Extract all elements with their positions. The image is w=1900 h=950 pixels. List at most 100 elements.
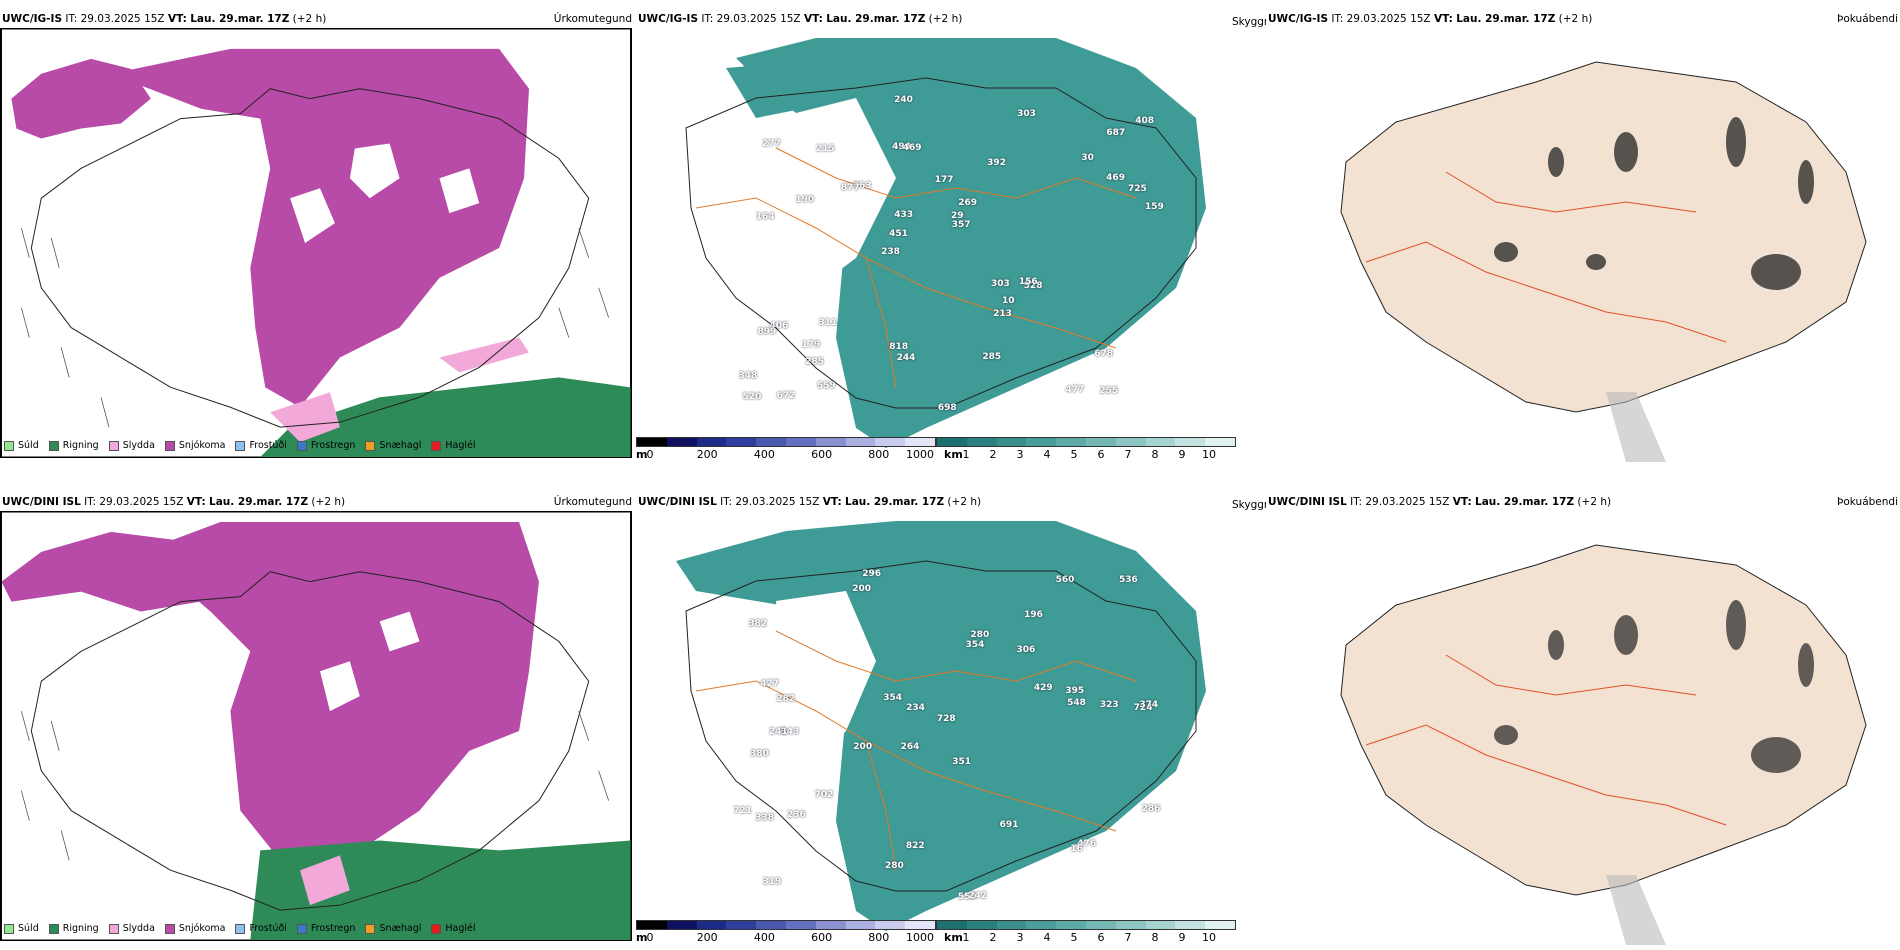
precip-legend: Súld Rigning Slydda Snjókoma Frostúði Fr…: [4, 923, 486, 934]
colorbar-cell: [966, 438, 997, 446]
km-ticks: 1 2 3 4 5 6 7 8 9 10: [936, 931, 1236, 945]
visibility-value: 277: [762, 139, 781, 150]
visibility-panel-2: UWC/DINI ISL IT: 29.03.2025 15Z VT: Lau.…: [636, 495, 1266, 950]
precip-type-panel-2: UWC/DINI ISL IT: 29.03.2025 15Z VT: Lau.…: [0, 495, 636, 950]
visibility-value: 494: [892, 142, 911, 153]
colorbar-cell: [905, 438, 935, 446]
colorbar-cell: [696, 438, 727, 446]
visibility-value: 215: [815, 143, 835, 154]
cloud-label: Skyggni: [1232, 499, 1274, 511]
km-tick-label: 1: [962, 448, 970, 461]
visibility-value: 476: [1077, 839, 1097, 850]
visibility-value: 406: [769, 320, 789, 331]
visibility-value: 818: [889, 342, 909, 353]
km-tick-label: 8: [1151, 931, 1159, 944]
visibility-value: 285: [805, 357, 825, 368]
visibility-value: 559: [817, 381, 836, 392]
legend-item: Snjókoma: [164, 923, 225, 934]
legend-item: Slydda: [108, 923, 155, 934]
height-tick-label: 600: [811, 931, 833, 944]
visibility-value: 236: [787, 810, 806, 821]
km-ticks: 1 2 3 4 5 6 7 8 9 10: [936, 448, 1236, 462]
height-tick-label: 800: [868, 931, 890, 944]
height-tick-label: 800: [868, 448, 890, 461]
visibility-value: 351: [952, 757, 972, 768]
visibility-value: 520: [742, 392, 762, 403]
colorbar-cell: [666, 921, 697, 929]
visibility-value: 553: [957, 892, 977, 903]
visibility-value: 303: [1017, 109, 1036, 119]
colorbar-cell: [1205, 438, 1235, 446]
visibility-map: [685, 38, 1206, 448]
visibility-value: 408: [1135, 116, 1155, 127]
colorbar-cell: [815, 921, 846, 929]
visibility-map: [676, 521, 1206, 931]
precip-type-label: Úrkomutegund: [553, 13, 632, 25]
visibility-value: 242: [968, 891, 988, 902]
precip-legend: Súld Rigning Slydda Snjókoma Frostúði Fr…: [4, 440, 486, 451]
visibility-value: 234: [906, 703, 925, 714]
colorbar-cell: [1056, 438, 1086, 446]
visibility-value: 395: [1065, 685, 1085, 696]
legend-item: Rigning: [48, 440, 99, 451]
legend-item: Súld: [4, 440, 39, 451]
colorbar-cell: [1085, 921, 1116, 929]
visibility-value: 548: [1067, 698, 1086, 709]
km-tick-label: 6: [1097, 931, 1105, 944]
legend-item: Haglél: [431, 923, 476, 934]
km-tick-label: 7: [1124, 931, 1132, 944]
colorbar-cell: [937, 921, 967, 929]
km-unit: km: [944, 931, 963, 944]
visibility-value: 536: [1119, 575, 1138, 585]
colorbar-cell: [996, 438, 1027, 446]
colorbar-cell: [726, 921, 757, 929]
panel-title: UWC/DINI ISL IT: 29.03.2025 15Z VT: Lau.…: [2, 496, 346, 508]
visibility-value: 899: [757, 327, 777, 338]
visibility-value: 264: [900, 742, 920, 753]
km-colorbar: [936, 437, 1236, 447]
visibility-value: 306: [1016, 645, 1036, 656]
visibility-value: 156: [1018, 276, 1038, 287]
precip-type-label: Úrkomutegund: [553, 496, 632, 508]
visibility-value: 323: [1099, 699, 1119, 710]
visibility-value: 348: [738, 371, 758, 382]
km-tick-label: 5: [1070, 931, 1078, 944]
cloud-label: Skyggni: [1232, 16, 1274, 28]
visibility-value: 280: [885, 860, 904, 871]
km-colorbar: [936, 920, 1236, 930]
height-unit: m: [636, 448, 648, 461]
panel-title: UWC/DINI ISL IT: 29.03.2025 15Z VT: Lau.…: [1268, 496, 1612, 508]
colorbar-cell: [1115, 438, 1146, 446]
visibility-value: 357: [951, 220, 971, 231]
colorbar-cell: [1115, 921, 1146, 929]
visibility-value: 382: [748, 619, 768, 630]
visibility-value: 380: [750, 748, 769, 759]
visibility-value: 177: [934, 174, 954, 185]
visibility-value: 822: [905, 841, 925, 852]
colorbar-cell: [937, 438, 967, 446]
colorbar-cell: [637, 921, 667, 929]
km-tick-label: 10: [1202, 448, 1216, 461]
visibility-value: 285: [982, 352, 1002, 363]
km-tick-label: 7: [1124, 448, 1132, 461]
colorbar-cell: [696, 921, 727, 929]
visibility-value: 338: [755, 813, 774, 824]
km-tick-label: 6: [1097, 448, 1105, 461]
colorbar-cell: [905, 921, 935, 929]
fog-panel-1: UWC/IG-IS IT: 29.03.2025 15Z VT: Lau. 29…: [1266, 12, 1900, 467]
colorbar-cell: [785, 438, 816, 446]
visibility-value: 392: [987, 158, 1006, 169]
visibility-value: 269: [958, 198, 978, 209]
visibility-value: 374: [1139, 699, 1159, 710]
height-tick-label: 600: [811, 448, 833, 461]
height-tick-label: 0: [646, 448, 654, 461]
height-tick-label: 1000: [906, 931, 934, 944]
colorbar-cell: [875, 438, 906, 446]
colorbar-cell: [845, 438, 876, 446]
visibility-value: 477: [1065, 385, 1085, 396]
colorbar-cell: [726, 438, 757, 446]
visibility-value: 159: [1145, 201, 1164, 212]
visibility-value: 724: [1133, 702, 1153, 713]
fog-panel-2: UWC/DINI ISL IT: 29.03.2025 15Z VT: Lau.…: [1266, 495, 1900, 950]
visibility-value: 196: [1024, 609, 1043, 620]
